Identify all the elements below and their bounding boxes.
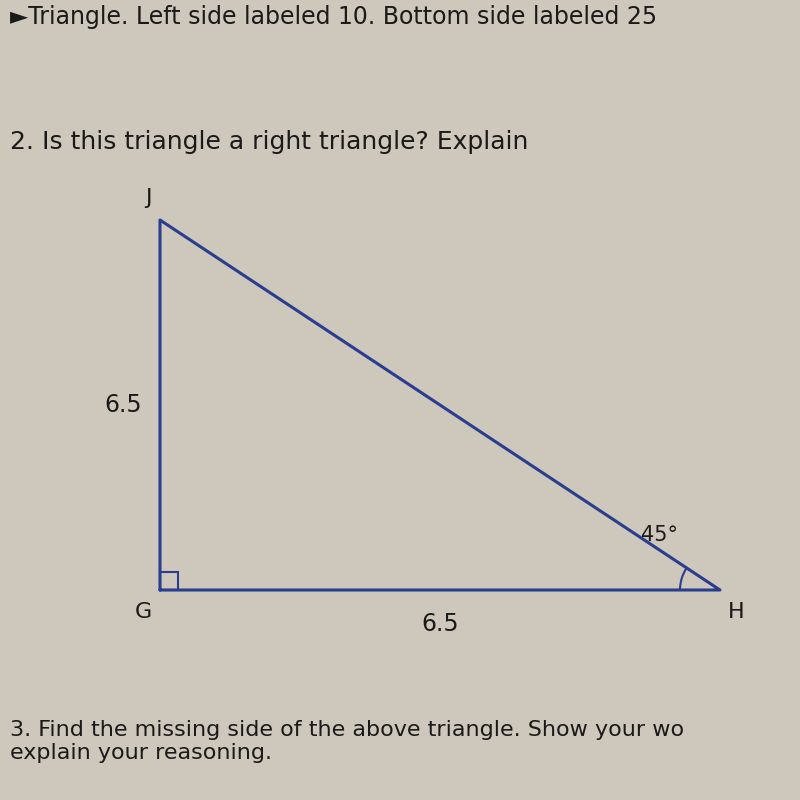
Text: 6.5: 6.5 [421, 612, 459, 636]
Text: 3. Find the missing side of the above triangle. Show your wo
explain your reason: 3. Find the missing side of the above tr… [10, 720, 684, 763]
Text: 45°: 45° [642, 525, 678, 545]
Text: H: H [728, 602, 745, 622]
Text: 2. Is this triangle a right triangle? Explain: 2. Is this triangle a right triangle? Ex… [10, 130, 528, 154]
Text: G: G [134, 602, 152, 622]
Text: J: J [146, 188, 152, 208]
Bar [160, 572, 178, 590]
Text: ►Triangle. Left side labeled 10. Bottom side labeled 25: ►Triangle. Left side labeled 10. Bottom … [10, 5, 657, 29]
Text: 6.5: 6.5 [104, 393, 142, 417]
